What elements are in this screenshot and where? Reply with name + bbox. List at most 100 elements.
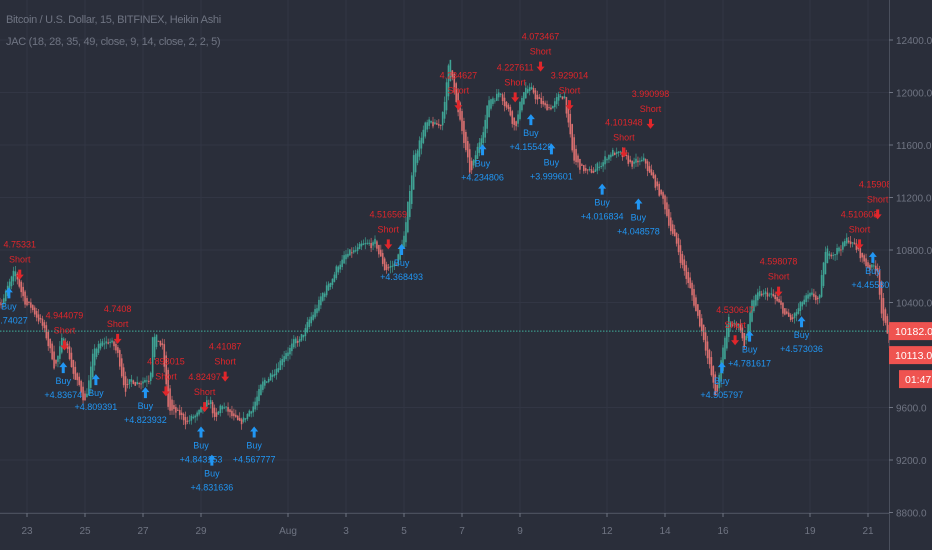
candle-body (126, 384, 129, 386)
candle-body (231, 410, 233, 417)
candle-body (782, 302, 784, 314)
candle-body (24, 291, 26, 305)
short-label: Short (107, 319, 129, 329)
arrow-up-icon (868, 251, 877, 263)
candle-body (329, 282, 332, 287)
price-tick-label: 9600.0 (896, 404, 927, 415)
candle-body (258, 389, 260, 402)
candle-body (789, 314, 792, 320)
candle-body (546, 103, 548, 111)
candle-body (492, 98, 494, 104)
short-value-label: 4.234627 (440, 70, 478, 80)
candle-body (517, 114, 519, 124)
candle-body (461, 111, 463, 131)
short-label: Short (155, 371, 177, 381)
candle-body (478, 142, 481, 153)
candle-body (293, 339, 295, 348)
candle-body (710, 357, 713, 376)
short-value-label: 4.516569 (370, 209, 408, 219)
candle-body (273, 373, 276, 376)
candle-body (275, 368, 278, 375)
candle-body (755, 294, 757, 306)
candle-body (57, 355, 59, 362)
candle-body (360, 243, 363, 247)
candle-body (221, 406, 224, 410)
short-value-label: 4.82497 (188, 372, 221, 382)
candle-body (793, 313, 796, 319)
candle-body (660, 189, 662, 195)
candle-body (799, 301, 802, 312)
candle-body (233, 413, 235, 417)
candle-body (22, 286, 24, 297)
candle-body (834, 254, 836, 256)
short-signal: 4.41087 Short (209, 342, 241, 382)
candle-body (32, 305, 34, 311)
candle-body (534, 90, 537, 100)
candle-body (82, 386, 84, 401)
candle-body (731, 324, 734, 326)
candle-body (449, 59, 452, 81)
candle-body (39, 317, 42, 320)
short-signal: 4.516569 Short (370, 209, 408, 250)
candle-body (869, 264, 871, 271)
candle-body (544, 102, 546, 106)
candle-body (287, 352, 289, 357)
candle-body (91, 353, 94, 378)
candle-body (26, 298, 28, 306)
candle-body (693, 289, 695, 306)
candle-body (213, 407, 216, 417)
candle-body (749, 312, 751, 332)
candle-body (339, 264, 341, 270)
candle-body (28, 301, 30, 303)
arrow-up-icon (207, 454, 216, 466)
candle-body (857, 246, 860, 250)
arrow-down-icon (731, 335, 740, 346)
short-label: Short (448, 85, 470, 95)
buy-value-label: +4.455806 (851, 280, 894, 290)
candle-body (642, 157, 645, 161)
bar-countdown-label: 01:47 (905, 374, 931, 386)
candle-body (577, 155, 579, 163)
candle-body (816, 297, 819, 300)
buy-signal: Buy +4.823932 (124, 387, 167, 425)
buy-value-label: +4.573036 (780, 344, 823, 354)
candle-body (1, 303, 3, 305)
short-signal: 4.75331 Short (3, 240, 36, 280)
candle-body (238, 417, 241, 421)
candle-body (648, 166, 651, 173)
candle-body (644, 159, 647, 164)
short-signal: 4.82497 Short (188, 372, 221, 413)
short-value-label: 4.227611 (497, 62, 534, 72)
buy-value-label: +4.234806 (461, 172, 504, 182)
symbol-legend[interactable]: Bitcoin / U.S. Dollar, 15, BITFINEX, Hei… (6, 14, 221, 26)
candle-body (368, 242, 370, 244)
arrow-down-icon (619, 147, 628, 158)
candle-body (795, 311, 798, 316)
last-price-label: 10182.0 (895, 326, 932, 338)
buy-label: Buy (204, 469, 220, 479)
candle-body (641, 159, 643, 162)
candle-body (584, 168, 587, 171)
candle-body (18, 276, 21, 287)
candle-body (538, 97, 541, 99)
candle-body (656, 181, 659, 187)
candle-body (151, 337, 154, 377)
candle-body (414, 153, 417, 173)
candle-body (436, 123, 438, 125)
candle-body (635, 158, 637, 163)
price-tick-label: 9200.0 (896, 456, 927, 467)
candle-body (874, 265, 877, 271)
candle-body (519, 101, 521, 120)
indicator-legend[interactable]: JAC (18, 28, 35, 49, close, 9, 14, close… (6, 36, 221, 48)
candle-body (671, 224, 674, 234)
candle-body (594, 169, 597, 172)
candle-body (148, 380, 150, 382)
candle-body (267, 378, 270, 383)
arrow-up-icon (634, 198, 643, 210)
candle-body (716, 384, 718, 392)
price-tick-label: 11200.0 (896, 194, 932, 205)
candle-body (250, 411, 253, 414)
buy-label: Buy (394, 258, 410, 268)
